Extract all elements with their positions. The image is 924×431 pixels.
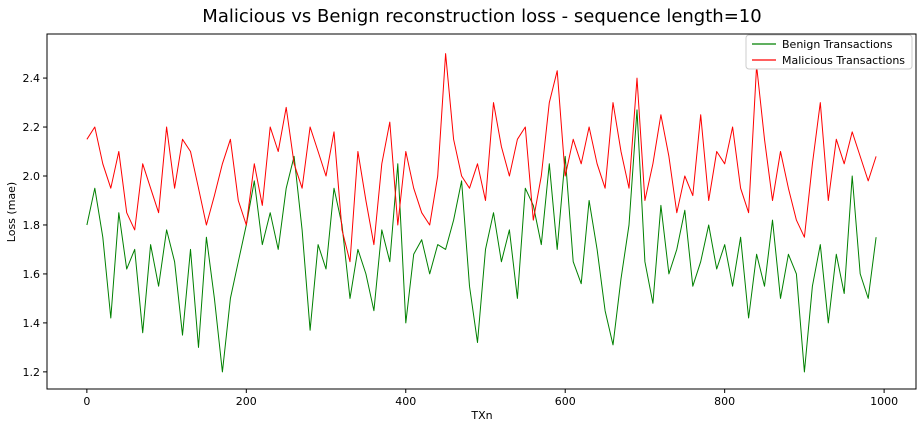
y-tick-label: 2.0 (23, 170, 41, 183)
y-tick-label: 1.8 (23, 219, 41, 232)
y-tick-label: 2.2 (23, 121, 41, 134)
series-layer (86, 53, 877, 373)
y-tick-label: 2.4 (23, 72, 41, 85)
legend-label-malicious: Malicious Transactions (782, 54, 905, 67)
y-axis-label: Loss (mae) (5, 182, 18, 242)
y-tick-label: 1.4 (23, 317, 41, 330)
y-tick-label: 1.2 (23, 366, 41, 379)
x-tick-label: 200 (236, 395, 257, 408)
series-line-1 (86, 53, 877, 263)
legend: Benign Transactions Malicious Transactio… (745, 34, 913, 70)
x-tick-label: 600 (555, 395, 576, 408)
x-axis-ticks: 0 200 400 600 800 1000 (83, 389, 898, 408)
y-tick-label: 1.6 (23, 268, 41, 281)
x-axis-label: TXn (470, 409, 492, 422)
legend-box (745, 34, 913, 70)
legend-label-benign: Benign Transactions (782, 38, 893, 51)
x-tick-label: 0 (83, 395, 90, 408)
chart-title: Malicious vs Benign reconstruction loss … (202, 6, 761, 27)
y-axis-ticks: 1.2 1.4 1.6 1.8 2.0 2.2 2.4 (23, 72, 47, 379)
plot-area-frame (46, 33, 917, 390)
series-line-0 (86, 109, 877, 373)
x-tick-label: 800 (714, 395, 735, 408)
x-tick-label: 1000 (870, 395, 898, 408)
x-tick-label: 400 (395, 395, 416, 408)
